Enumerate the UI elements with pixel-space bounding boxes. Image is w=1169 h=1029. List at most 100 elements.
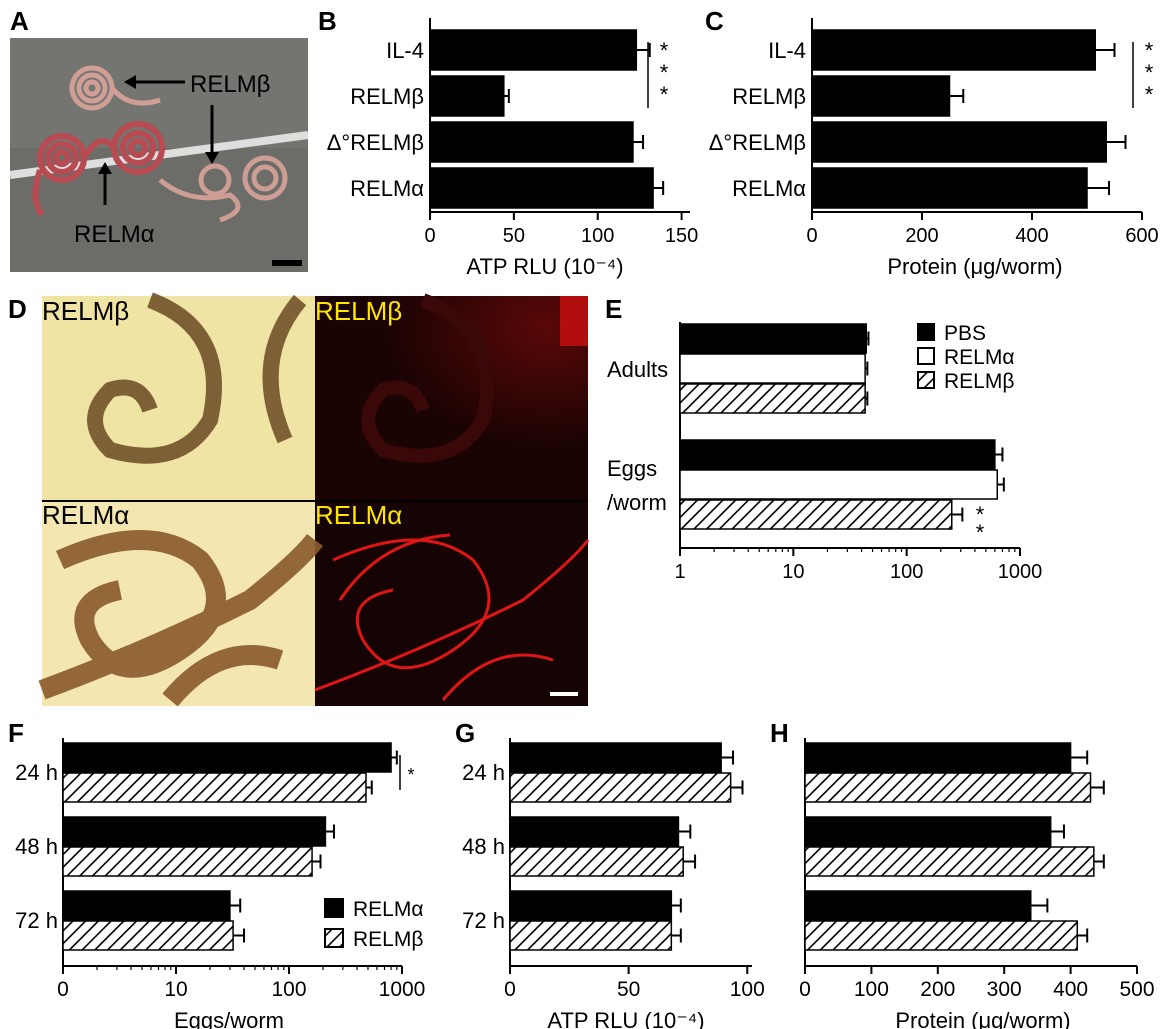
- significance-star: *: [1145, 82, 1154, 107]
- bar: [804, 920, 1078, 951]
- chart-b: 0 50 100 150 ATP RLU (10⁻⁴) IL-4 RELMβ Δ°RELMβ R…: [327, 18, 698, 279]
- legend-label: RELMα: [353, 898, 424, 921]
- x-tick-label: 50: [617, 978, 640, 1001]
- bar: [429, 121, 634, 163]
- x-tick-label: 100: [730, 978, 765, 1001]
- x-axis-label: Protein (μg/worm): [895, 1008, 1070, 1029]
- chart-f: 0 10 100 1000 Eggs/worm 24 h 48 h 72 h RELMα RELM…: [15, 738, 425, 1029]
- significance-star: *: [1145, 38, 1154, 63]
- panel-letter-b: B: [318, 6, 337, 36]
- x-tick-label: 100: [271, 978, 306, 1001]
- category-label: RELMβ: [732, 84, 806, 109]
- panel-letter-a: A: [10, 6, 29, 36]
- bar: [62, 742, 392, 773]
- x-tick-label: 1000: [998, 561, 1043, 583]
- significance-star: *: [407, 765, 414, 785]
- x-tick-label: 100: [581, 225, 614, 247]
- significance-star: *: [976, 502, 985, 527]
- legend-label: RELMβ: [353, 928, 423, 951]
- x-tick-label: 400: [1015, 225, 1048, 247]
- bar: [429, 167, 654, 209]
- panel-letter-d: D: [8, 294, 27, 324]
- x-tick-label: 50: [503, 225, 525, 247]
- x-tick-label: 0: [799, 978, 811, 1001]
- bar: [804, 742, 1072, 773]
- photo-a-label-beta: RELMβ: [190, 71, 270, 98]
- photo-d-label-3: RELMα: [42, 500, 129, 530]
- group-label: Eggs: [607, 456, 657, 481]
- category-label: RELMα: [732, 176, 806, 201]
- panel-letter-e: E: [605, 294, 622, 324]
- bar: [679, 499, 953, 530]
- photo-d: RELMβ RELMβ RELMα RELMα: [38, 292, 590, 707]
- photo-d-label-4: RELMα: [315, 500, 402, 530]
- bar: [811, 75, 951, 117]
- bar: [62, 816, 327, 847]
- category-label: RELMα: [350, 176, 424, 201]
- category-label: IL-4: [386, 38, 424, 63]
- legend-label: PBS: [944, 322, 986, 345]
- category-label: Δ°RELMβ: [709, 130, 806, 155]
- bar: [62, 890, 231, 921]
- bar: [62, 920, 234, 951]
- photo-d-label-1: RELMβ: [42, 296, 129, 326]
- group-label: Adults: [607, 357, 668, 382]
- bar: [509, 742, 722, 773]
- significance-star: *: [660, 82, 669, 107]
- category-label: 48 h: [15, 834, 58, 859]
- significance-star: *: [660, 38, 669, 63]
- panel-letter-c: C: [705, 6, 724, 36]
- scale-bar: [272, 260, 302, 266]
- bar: [679, 439, 996, 470]
- bar: [429, 75, 505, 117]
- bar: [509, 920, 673, 951]
- x-axis-label: ATP RLU (10⁻⁴): [547, 1008, 704, 1029]
- x-tick-label: 0: [57, 978, 69, 1001]
- bar: [811, 29, 1096, 71]
- x-tick-label: 400: [1053, 978, 1088, 1001]
- bar: [679, 323, 868, 354]
- x-tick-label: 200: [920, 978, 955, 1001]
- legend-swatch: [324, 928, 344, 948]
- category-label: RELMβ: [350, 84, 424, 109]
- category-label: 48 h: [462, 834, 505, 859]
- bar: [804, 816, 1052, 847]
- bar: [804, 846, 1095, 877]
- panel-letter-f: F: [8, 718, 24, 748]
- bar: [804, 890, 1032, 921]
- bar: [679, 383, 866, 414]
- chart-c: 0 200 400 600 Protein (μg/worm) IL-4 RELMβ Δ°RE…: [709, 18, 1159, 279]
- bar: [804, 772, 1092, 803]
- x-tick-label: 0: [504, 978, 516, 1001]
- x-tick-label: 200: [905, 225, 938, 247]
- x-tick-label: 600: [1125, 225, 1158, 247]
- x-axis-label: Protein (μg/worm): [887, 254, 1062, 279]
- category-label: 72 h: [462, 908, 505, 933]
- chart-g: 0 50 100 ATP RLU (10⁻⁴) 24 h 48 h 72 h: [462, 738, 765, 1029]
- photo-a: RELMβ RELMα: [9, 38, 309, 272]
- significance-star: *: [1145, 60, 1154, 85]
- panel-letter-g: G: [455, 718, 475, 748]
- panel-letter-h: H: [770, 718, 789, 748]
- category-label: 24 h: [462, 760, 505, 785]
- x-tick-label: 100: [854, 978, 889, 1001]
- worm-relm-beta: [69, 65, 288, 223]
- bar: [509, 816, 680, 847]
- bar: [509, 772, 732, 803]
- x-axis-label: Eggs/worm: [174, 1008, 284, 1029]
- bar: [811, 167, 1088, 209]
- x-axis-label: ATP RLU (10⁻⁴): [466, 254, 623, 279]
- significance-star: *: [976, 520, 985, 545]
- bar: [811, 121, 1107, 163]
- category-label: 72 h: [15, 908, 58, 933]
- chart-h: 0 100 200 300 400 500 Protein (μg/worm): [799, 738, 1155, 1029]
- bar: [429, 29, 638, 71]
- legend-swatch: [324, 898, 344, 918]
- group-label: /worm: [607, 490, 667, 515]
- x-tick-label: 1: [674, 561, 685, 583]
- legend-label: RELMβ: [944, 370, 1014, 393]
- bar: [679, 353, 866, 384]
